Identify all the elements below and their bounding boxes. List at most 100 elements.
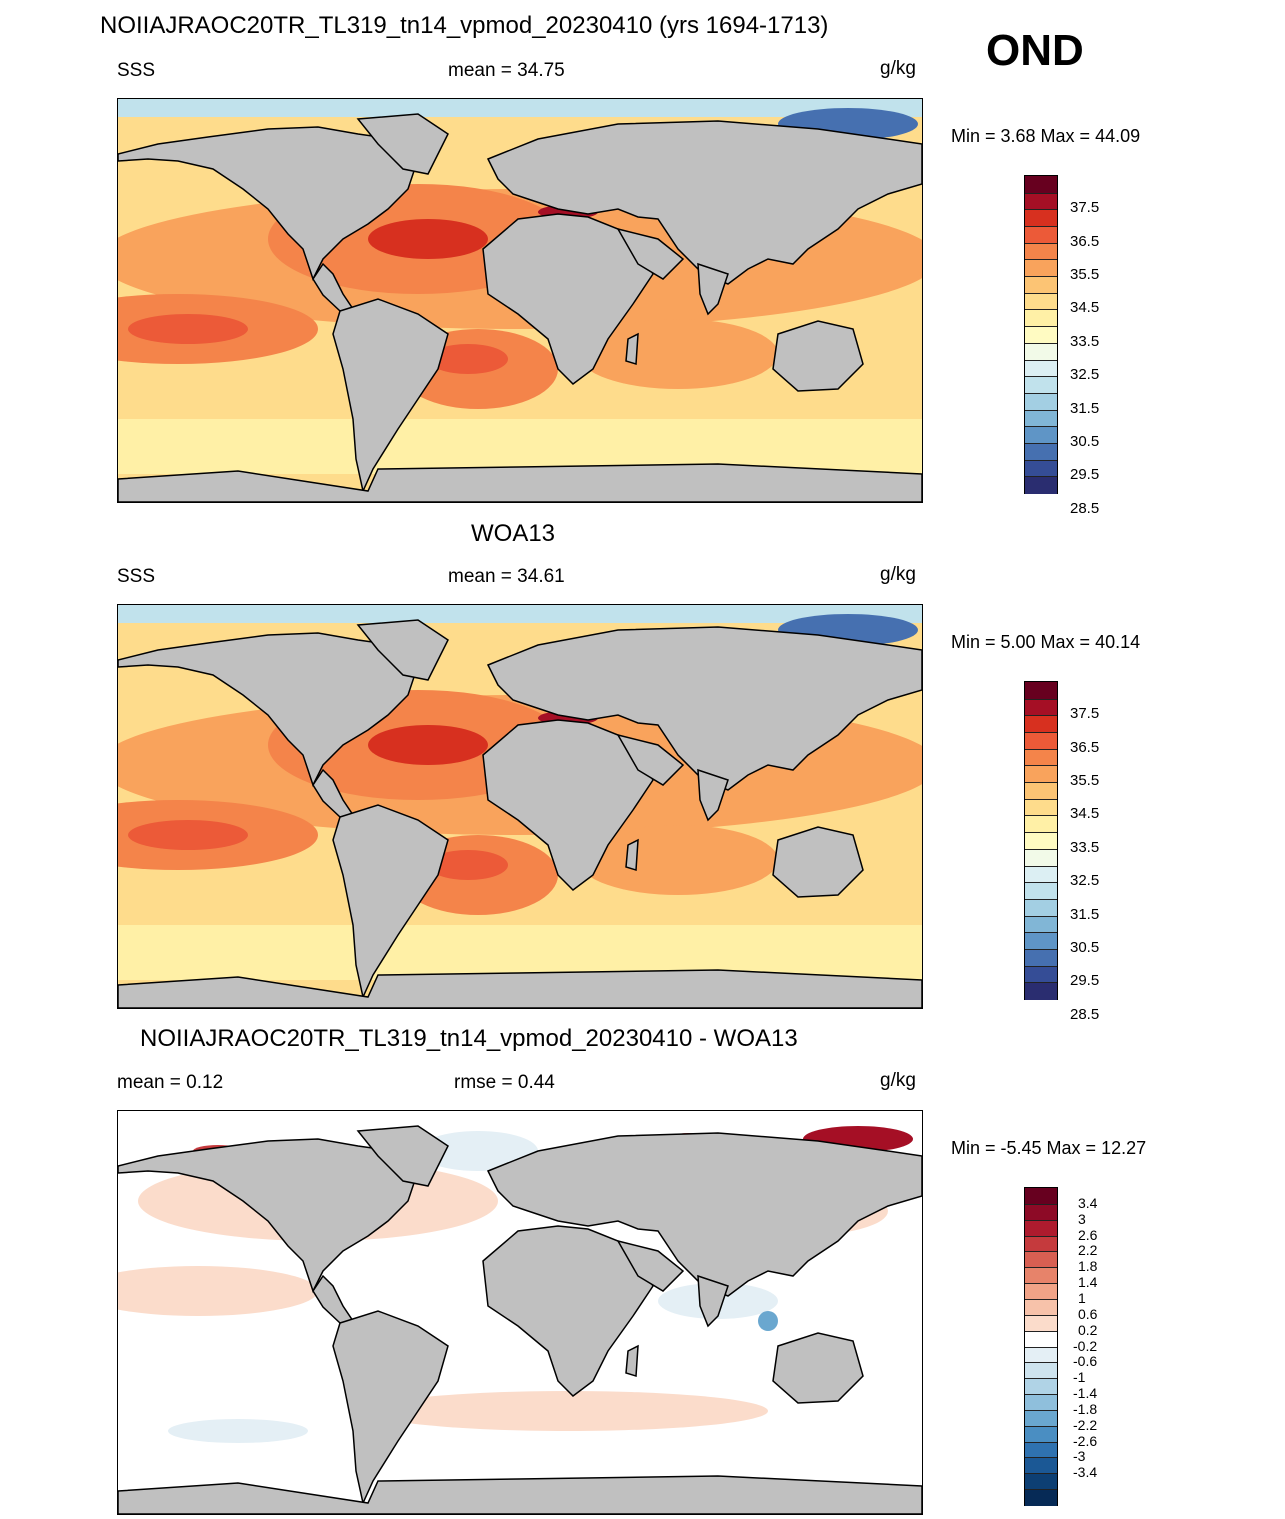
panel-3-mean-label: mean = 0.12 — [117, 1072, 224, 1093]
ocean-field-patch — [118, 419, 922, 474]
colorbar-tick-label: 36.5 — [1070, 232, 1100, 250]
colorbar-tick-label: 30.5 — [1070, 432, 1100, 450]
colorbar-swatch — [1025, 1425, 1057, 1443]
land-mass — [356, 1125, 449, 1187]
colorbar-tick-label: -1.8 — [1073, 1400, 1098, 1417]
panel-2-units: g/kg — [880, 564, 916, 585]
colorbar-swatch — [1025, 459, 1057, 478]
panel-1-minmax: Min = 3.68 Max = 44.09 — [951, 126, 1141, 146]
colorbar-swatch — [1025, 965, 1057, 984]
colorbar-tick-label: 36.5 — [1070, 738, 1100, 756]
panel-1-salinity-map — [117, 98, 923, 503]
colorbar-swatch — [1025, 309, 1057, 328]
ocean-field-patch — [578, 825, 778, 895]
colorbar-tick-label: 29.5 — [1070, 466, 1100, 484]
colorbar-swatch — [1025, 748, 1057, 767]
colorbar-tick-label: 28.5 — [1070, 499, 1100, 517]
colorbar-swatch — [1025, 259, 1057, 278]
panel-1-mean-label: mean = 34.75 — [448, 60, 565, 81]
colorbar-swatch — [1025, 1298, 1057, 1316]
colorbar-swatch — [1025, 848, 1057, 867]
land-mass — [486, 120, 922, 285]
colorbar-tick-label: 31.5 — [1070, 399, 1100, 417]
panel-2-salinity-map — [117, 604, 923, 1009]
colorbar-swatch — [1025, 1409, 1057, 1427]
land-mass — [772, 320, 864, 392]
colorbar-tick-label: -3.4 — [1073, 1464, 1098, 1481]
land-mass — [697, 262, 729, 316]
colorbar-swatch — [1025, 392, 1057, 411]
colorbar-swatch — [1025, 176, 1057, 193]
panel-3-colorbar — [1024, 1187, 1058, 1506]
land-mass — [312, 1274, 355, 1324]
panel-1-title: NOIIAJRAOC20TR_TL319_tn14_vpmod_20230410… — [100, 12, 829, 39]
land-mass — [118, 463, 922, 502]
colorbar-swatch — [1025, 1378, 1057, 1396]
panel-1-colorbar — [1024, 175, 1058, 494]
colorbar-tick-label: 35.5 — [1070, 266, 1100, 284]
colorbar-swatch — [1025, 1457, 1057, 1475]
panel-2-title: WOA13 — [471, 520, 556, 547]
colorbar-swatch — [1025, 409, 1057, 428]
colorbar-swatch — [1025, 292, 1057, 311]
land-mass — [482, 719, 654, 891]
colorbar-tick-label: 30.5 — [1070, 938, 1100, 956]
colorbar-tick-label: 29.5 — [1070, 972, 1100, 990]
land-mass — [118, 1138, 419, 1293]
colorbar-tick-label: -3 — [1073, 1448, 1086, 1465]
colorbar-swatch — [1025, 1235, 1057, 1253]
colorbar-swatch — [1025, 698, 1057, 717]
colorbar-tick-label: -1 — [1073, 1369, 1086, 1386]
colorbar-tick-label: 1.4 — [1078, 1274, 1098, 1291]
panel-2-mean-label: mean = 34.61 — [448, 566, 565, 587]
colorbar-swatch — [1025, 682, 1057, 699]
land-mass — [356, 619, 449, 681]
land-mass — [616, 1239, 685, 1292]
panel-3-rmse-label: rmse = 0.44 — [454, 1072, 555, 1093]
colorbar-swatch — [1025, 865, 1057, 884]
colorbar-swatch — [1025, 242, 1057, 261]
ocean-field-patch — [418, 1131, 538, 1171]
ocean-field-patch — [368, 725, 488, 765]
colorbar-swatch — [1025, 1330, 1057, 1348]
colorbar-tick-label: 28.5 — [1070, 1005, 1100, 1023]
colorbar-swatch — [1025, 782, 1057, 800]
land-mass — [118, 632, 419, 787]
colorbar-swatch — [1025, 192, 1057, 211]
land-mass — [616, 227, 685, 280]
colorbar-swatch — [1025, 948, 1057, 967]
land-mass — [118, 969, 922, 1008]
ocean-field-patch — [368, 1391, 768, 1431]
colorbar-swatch — [1025, 1251, 1057, 1269]
colorbar-swatch — [1025, 442, 1057, 461]
colorbar-swatch — [1025, 715, 1057, 734]
colorbar-tick-label: 0.2 — [1078, 1321, 1098, 1338]
colorbar-tick-label: 34.5 — [1070, 805, 1100, 823]
colorbar-swatch — [1025, 426, 1057, 444]
colorbar-tick-label: 32.5 — [1070, 366, 1100, 384]
panel-2-variable-label: SSS — [117, 566, 156, 587]
colorbar-tick-label: -0.6 — [1073, 1353, 1098, 1370]
colorbar-swatch — [1025, 1441, 1057, 1459]
ocean-field-patch — [128, 314, 248, 344]
colorbar-swatch — [1025, 226, 1057, 244]
colorbar-swatch — [1025, 209, 1057, 228]
colorbar-swatch — [1025, 342, 1057, 361]
land-mass — [625, 332, 639, 365]
land-mass — [332, 804, 449, 1000]
land-mass — [772, 826, 864, 898]
ocean-field-patch — [118, 605, 922, 623]
colorbar-tick-label: 32.5 — [1070, 872, 1100, 890]
land-mass — [625, 838, 639, 871]
panel-2-colorbar — [1024, 681, 1058, 1000]
ocean-field-patch — [368, 219, 488, 259]
colorbar-swatch — [1025, 982, 1057, 1000]
colorbar-swatch — [1025, 476, 1057, 494]
colorbar-tick-label: 0.6 — [1078, 1305, 1098, 1322]
colorbar-swatch — [1025, 1473, 1057, 1491]
colorbar-tick-label: -1.4 — [1073, 1385, 1098, 1402]
colorbar-tick-label: -0.2 — [1073, 1337, 1098, 1354]
land-mass — [625, 1344, 639, 1377]
land-mass — [697, 768, 729, 822]
colorbar-tick-label: 3.4 — [1078, 1194, 1098, 1211]
